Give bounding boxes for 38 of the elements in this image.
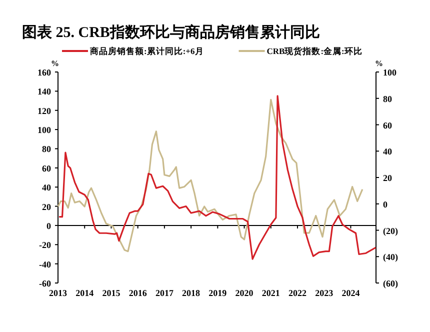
x-tick-label: 2022 [288, 288, 307, 298]
y2-tick-label: 20 [383, 173, 392, 183]
chart-title: 图表 25. CRB指数环比与商品房销售累计同比 [22, 23, 320, 41]
y-tick-label: 120 [38, 106, 52, 116]
y-tick-label: -60 [39, 278, 52, 288]
y2-tick-label: (60) [383, 278, 398, 288]
y-tick-label: 100 [38, 125, 52, 136]
y-tick-label: 20 [42, 202, 52, 212]
y-tick-label: 140 [38, 86, 52, 97]
y-tick-label: -40 [39, 259, 52, 270]
x-tick-label: 2014 [76, 288, 94, 298]
x-tick-label: 2019 [208, 288, 228, 298]
y2-tick-label: 40 [383, 146, 392, 157]
x-tick-label: 2017 [155, 288, 174, 298]
y-axis-title: % [51, 59, 59, 68]
x-tick-label: 2021 [262, 288, 280, 298]
x-tick-label: 2018 [182, 288, 201, 298]
x-tick-label: 2013 [49, 288, 68, 298]
y-tick-label: 80 [42, 144, 52, 154]
y-tick-label: -20 [39, 240, 52, 250]
x-tick-label: 2024 [342, 288, 360, 298]
y2-axis-title: % [375, 59, 383, 68]
x-tick-label: 2020 [235, 288, 254, 298]
y2-tick-label: (40) [383, 252, 398, 262]
x-tick-label: 2023 [315, 288, 334, 298]
y-tick-label: 60 [42, 163, 52, 174]
y2-tick-label: 0 [383, 199, 388, 210]
legend-label: 商品房销售额:累计同比:+6月 [89, 46, 204, 56]
x-tick-label: 2015 [102, 288, 121, 298]
y2-tick-label: (20) [383, 226, 398, 236]
y-tick-label: 40 [42, 182, 52, 193]
legend-label: CRB现货指数:金属:环比 [266, 46, 362, 56]
y2-tick-label: 100 [383, 68, 397, 78]
y2-tick-label: 80 [383, 94, 392, 104]
y2-tick-label: 60 [383, 120, 392, 130]
y-tick-label: 0 [46, 220, 52, 231]
y-tick-label: 160 [38, 68, 52, 78]
x-tick-label: 2016 [128, 288, 148, 298]
